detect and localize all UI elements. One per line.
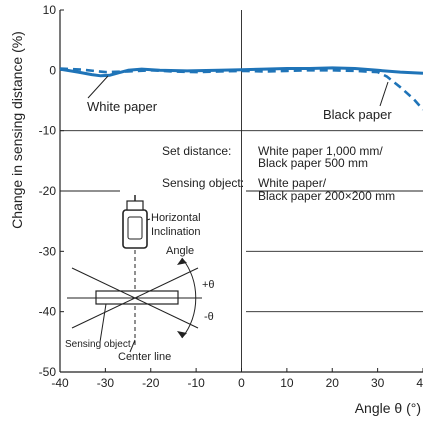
angle-arc xyxy=(181,257,197,339)
y-tick-label: 0 xyxy=(49,63,56,77)
y-tick-label: 10 xyxy=(43,3,57,17)
y-axis-label: Change in sensing distance (%) xyxy=(9,31,25,229)
horizontal-label: Horizontal xyxy=(151,212,201,224)
y-tick-label: -10 xyxy=(39,124,57,138)
x-tick-label: 0 xyxy=(238,376,245,390)
sensing-object-diagram-label: Sensing object xyxy=(65,339,131,350)
x-tick-label: -40 xyxy=(51,376,69,390)
y-tick-label: -40 xyxy=(39,305,57,319)
y-tick-label: -20 xyxy=(39,184,57,198)
black-paper-callout-line xyxy=(379,81,389,107)
sensing-object-line-1: White paper/ xyxy=(258,176,327,190)
angle-arrow-up xyxy=(177,258,187,265)
sensor-window xyxy=(127,216,143,240)
set-distance-line-2: Black paper 500 mm xyxy=(258,156,368,170)
black-paper-label: Black paper xyxy=(323,107,392,122)
set-distance-label: Set distance: xyxy=(162,144,231,158)
x-axis-label: Angle θ (°) xyxy=(355,400,421,416)
y-tick-label: -30 xyxy=(39,244,57,258)
x-axis: -40 -30 -20 -10 0 10 20 30 40 xyxy=(51,368,423,390)
center-line-callout xyxy=(129,339,136,353)
x-tick-label: -10 xyxy=(187,376,205,390)
white-paper-label: White paper xyxy=(87,99,158,114)
inclination-label: Inclination xyxy=(151,226,201,238)
plus-theta-label: +θ xyxy=(202,279,215,291)
angle-arrow-down xyxy=(177,331,187,338)
sensing-object-line-2: Black paper 200×200 mm xyxy=(258,189,395,203)
set-distance-line-1: White paper 1,000 mm/ xyxy=(258,144,383,158)
y-axis: 10 0 -10 -20 -30 -40 -50 xyxy=(39,3,64,379)
series-layer xyxy=(59,66,423,111)
horizontal-callout-line xyxy=(146,218,151,221)
angle-label: Angle xyxy=(166,245,194,257)
series-line-white-paper xyxy=(59,66,423,78)
x-tick-label: 40 xyxy=(416,376,423,390)
sensor-bracket xyxy=(126,200,144,211)
x-tick-label: 30 xyxy=(371,376,385,390)
x-tick-label: -20 xyxy=(142,376,160,390)
sensing-object-callout-line xyxy=(99,303,107,343)
x-tick-label: 10 xyxy=(280,376,294,390)
minus-theta-label: -θ xyxy=(204,311,214,323)
y-tick-label: -50 xyxy=(39,365,57,379)
x-tick-label: 20 xyxy=(326,376,340,390)
inclined-line-negative xyxy=(71,267,199,329)
inclination-diagram: Horizontal Inclination Angle +θ -θ Sensi… xyxy=(65,195,215,363)
sensing-object-label: Sensing object: xyxy=(162,176,244,190)
series-line-black-paper xyxy=(59,67,423,111)
center-line-label: Center line xyxy=(118,351,171,363)
x-tick-label: -30 xyxy=(97,376,115,390)
white-paper-callout-line xyxy=(87,75,109,99)
